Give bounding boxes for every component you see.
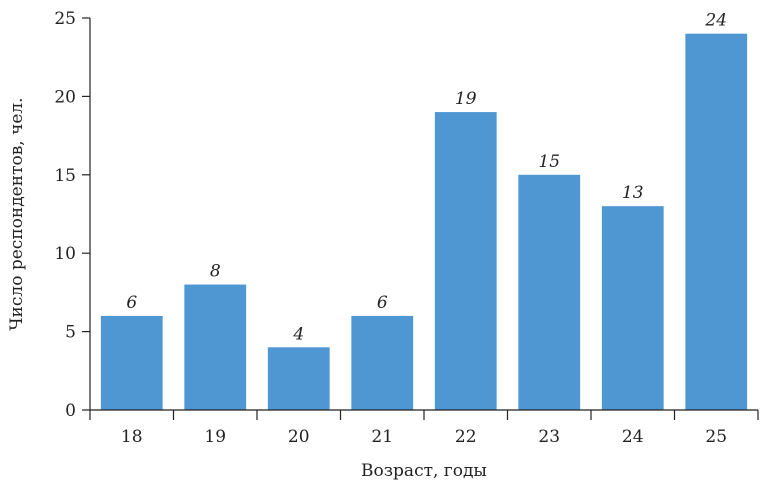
bar-21 [351,315,414,410]
x-tick-label-18: 18 [121,427,143,447]
data-label-20: 4 [292,324,304,344]
data-label-21: 6 [377,293,388,313]
bar-18 [100,315,163,410]
bar-19 [184,284,247,410]
y-tick-label-0: 0 [65,401,76,421]
bar-24 [601,206,664,410]
y-tick-label-15: 15 [54,166,76,186]
x-tick-label-20: 20 [288,427,310,447]
data-label-19: 8 [210,262,221,282]
x-tick-label-22: 22 [455,427,477,447]
y-tick-label-5: 5 [65,323,76,343]
bar-25 [685,33,748,411]
y-axis: 0 5 10 15 20 25 [54,9,91,421]
data-label-23: 15 [538,152,560,172]
x-tick-label-24: 24 [622,427,644,447]
y-tick-label-25: 25 [54,9,76,29]
x-tick-label-19: 19 [204,427,226,447]
bars-group [100,33,748,411]
bar-20 [267,347,330,410]
y-tick-label-20: 20 [54,87,76,107]
y-tick-label-10: 10 [54,244,76,264]
x-axis: 18 19 20 21 22 23 24 25 [89,409,759,447]
x-tick-label-25: 25 [705,427,727,447]
bar-22 [434,112,497,410]
data-labels-group: 6 8 4 6 19 15 13 24 [126,11,727,345]
data-label-18: 6 [126,293,137,313]
x-tick-label-23: 23 [538,427,560,447]
x-axis-title: Возраст, годы [361,461,487,481]
x-tick-label-21: 21 [371,427,393,447]
bar-23 [518,174,581,410]
data-label-25: 24 [704,11,727,31]
y-axis-title: Число респондентов, чел. [7,97,27,330]
data-label-24: 13 [622,183,644,203]
data-label-22: 19 [455,89,477,109]
